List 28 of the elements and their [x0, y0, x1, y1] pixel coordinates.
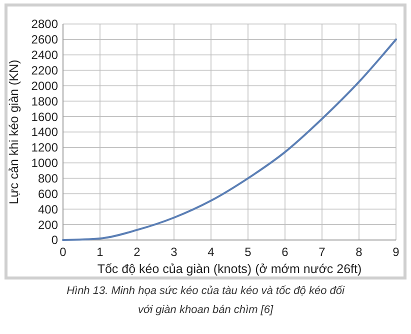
y-tick-label: 200: [38, 218, 58, 232]
y-tick-label: 600: [38, 186, 58, 201]
x-tick-label: 9: [392, 245, 400, 259]
y-tick-label: 800: [38, 171, 58, 186]
x-tick-label: 8: [356, 245, 363, 259]
y-tick-label: 400: [38, 202, 58, 216]
y-tick-label: 2200: [31, 63, 58, 78]
y-tick-label: 1800: [31, 94, 58, 108]
y-tick-label: 0: [51, 233, 58, 248]
y-tick-label: 1200: [31, 140, 58, 155]
y-tick-label: 1400: [31, 125, 58, 140]
x-axis-title: Tốc độ kéo của giàn (knots) (ở mớm nước 26ft): [97, 262, 362, 276]
x-tick-label: 3: [170, 245, 178, 259]
y-tick-label: 2800: [31, 17, 58, 32]
y-tick-label: 2400: [31, 48, 58, 62]
x-tick-label: 0: [60, 245, 67, 259]
x-tick-label: 7: [318, 245, 326, 259]
text: Hình 13. Minh họa sức kéo của tàu kéo và tốc độ kéo đối với giàn khoan bán chìm [6]: [66, 285, 345, 316]
y-tick-label: 2600: [31, 32, 58, 47]
y-tick-label: 1600: [31, 110, 58, 124]
x-tick-label: 5: [244, 245, 252, 259]
y-tick-label: 1000: [31, 156, 58, 170]
y-axis-title: Lực cản khi kéo giàn (KN): [7, 60, 21, 204]
y-tick-label: 2000: [31, 78, 58, 93]
x-tick-label: 2: [134, 245, 141, 259]
x-tick-label: 4: [208, 245, 215, 259]
x-tick-label: 6: [282, 245, 289, 259]
x-tick-label: 1: [96, 245, 104, 259]
